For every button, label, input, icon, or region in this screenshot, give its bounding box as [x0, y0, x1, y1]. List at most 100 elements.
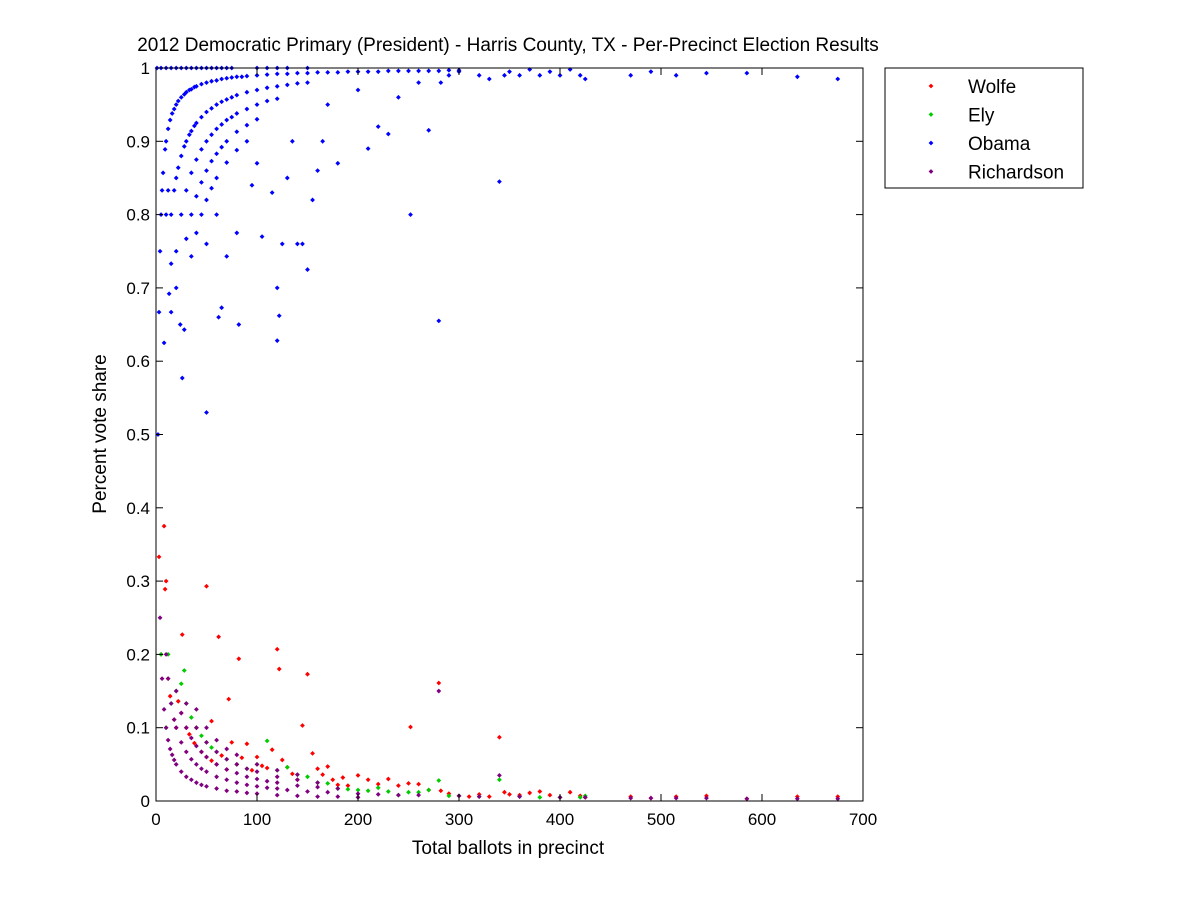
data-point [365, 69, 371, 75]
data-point [274, 792, 280, 798]
data-point [335, 69, 341, 75]
y-tick-label: 0.4 [126, 499, 150, 518]
data-point [507, 792, 512, 797]
data-point [254, 761, 260, 767]
data-point [178, 681, 184, 687]
data-point [244, 774, 250, 780]
data-point [375, 792, 381, 797]
data-point [181, 144, 187, 149]
data-point [295, 772, 300, 778]
data-point [204, 754, 209, 760]
data-point [160, 170, 166, 176]
data-point [199, 212, 204, 217]
y-tick-label: 0.7 [126, 279, 150, 298]
data-point [244, 790, 250, 796]
data-point [300, 723, 305, 728]
data-point [199, 81, 204, 87]
data-point [181, 668, 187, 673]
axes-layer: 0 100 200 300 400 500 600 700 0 0.1 0.2 0.3 0.4 0.5 0.… [126, 59, 877, 829]
legend-box [884, 67, 1084, 189]
data-point [355, 791, 361, 797]
data-point [167, 746, 173, 752]
data-point [325, 789, 331, 795]
data-point [375, 69, 381, 75]
data-point [183, 749, 189, 755]
data-point [209, 718, 214, 724]
data-point [466, 794, 472, 800]
data-point [406, 68, 411, 74]
data-point [162, 586, 168, 592]
data-point [325, 764, 331, 769]
data-point [436, 318, 442, 324]
data-point [416, 789, 421, 795]
data-point [234, 780, 240, 786]
data-point [161, 706, 167, 712]
series-richardson [157, 615, 841, 802]
x-tick-label: 0 [151, 810, 160, 829]
data-point [476, 72, 482, 78]
data-point [335, 782, 341, 788]
data-point [163, 138, 169, 144]
x-tick-label: 600 [748, 810, 776, 829]
x-axis-label: Total ballots in precinct [412, 838, 605, 859]
data-point [295, 70, 300, 76]
data-point [577, 72, 583, 78]
data-point [365, 777, 371, 783]
data-point [300, 241, 305, 247]
data-point [274, 780, 280, 786]
legend-label: Wolfe [968, 77, 1016, 98]
plot-area [156, 68, 863, 801]
data-points-layer [154, 65, 841, 802]
data-point [345, 786, 351, 792]
data-point [175, 165, 181, 171]
y-tick-label: 0.6 [126, 352, 150, 371]
data-point [315, 766, 320, 772]
data-point [161, 340, 167, 346]
data-point [835, 796, 841, 802]
data-point [178, 94, 184, 100]
data-point [204, 80, 209, 86]
data-point [179, 375, 185, 381]
data-point [204, 739, 209, 745]
data-point [325, 781, 331, 786]
data-point [199, 146, 204, 152]
x-tick-label: 500 [647, 810, 675, 829]
y-tick-label: 0.8 [126, 206, 150, 225]
data-point [355, 787, 361, 793]
data-point [254, 783, 260, 789]
data-point [340, 775, 346, 780]
data-point [214, 761, 219, 767]
data-point [320, 138, 326, 144]
data-point [214, 126, 219, 132]
data-point [168, 261, 174, 267]
data-point [191, 123, 197, 129]
data-point [186, 87, 192, 93]
data-point [295, 793, 300, 799]
data-point [214, 749, 219, 755]
data-point [537, 794, 543, 800]
data-point [284, 764, 290, 770]
y-axis-label: Percent vote share [90, 354, 111, 513]
data-point [254, 776, 260, 782]
data-point [269, 190, 275, 196]
data-point [224, 756, 230, 762]
legend-marker [928, 140, 934, 146]
data-point [234, 129, 240, 135]
data-point [236, 656, 242, 662]
data-point [163, 725, 169, 731]
data-point [168, 701, 174, 706]
data-point [234, 752, 240, 758]
data-point [704, 70, 709, 76]
data-point [335, 160, 341, 166]
data-point [178, 739, 184, 745]
data-point [173, 725, 179, 731]
data-point [320, 772, 326, 778]
data-point [375, 124, 381, 130]
data-point [194, 193, 199, 199]
data-point [249, 767, 255, 773]
data-point [183, 138, 189, 144]
data-point [194, 743, 199, 749]
data-point [486, 76, 492, 82]
data-point [229, 75, 235, 80]
